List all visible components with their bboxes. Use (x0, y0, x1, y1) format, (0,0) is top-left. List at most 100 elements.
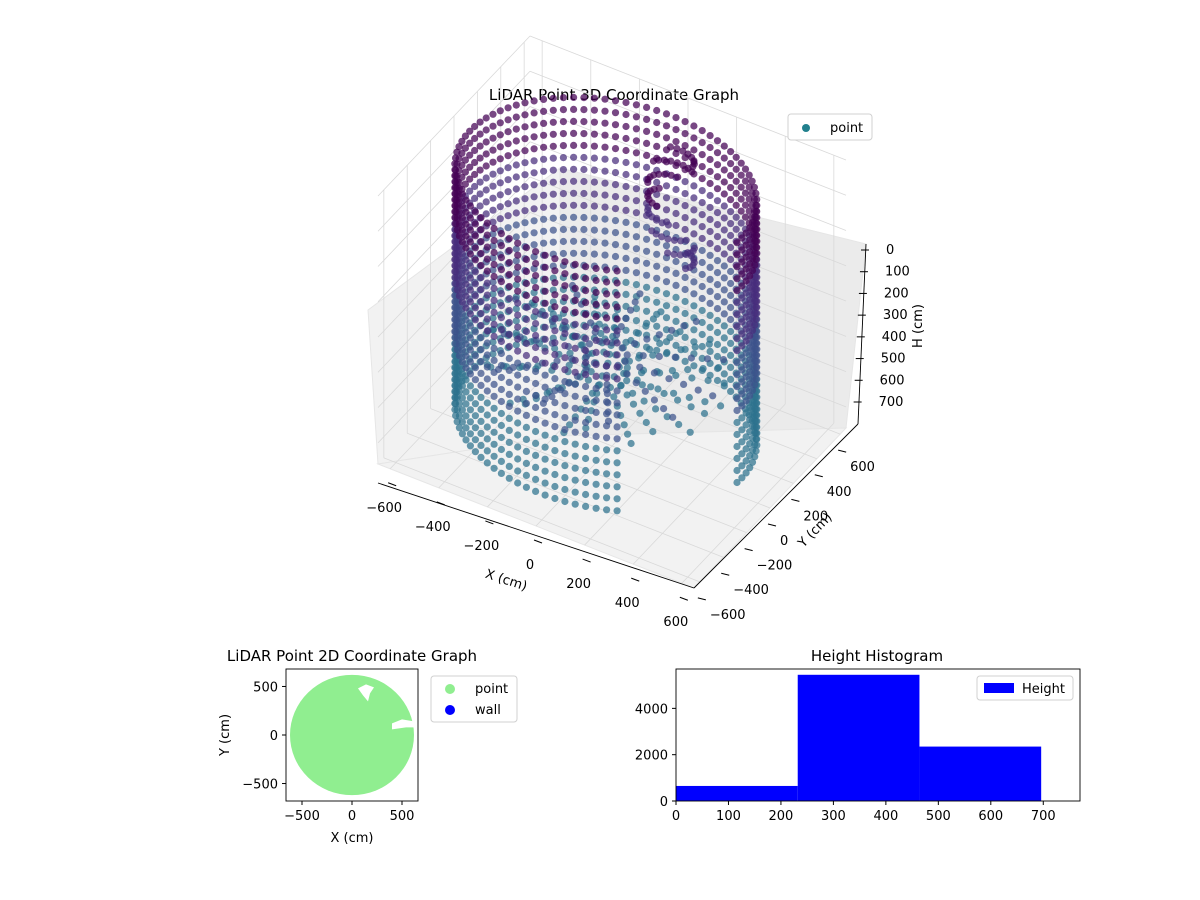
cloud-point-316 (698, 139, 706, 147)
cloud-point-1382 (453, 190, 461, 198)
cloud-point-1545 (471, 256, 479, 264)
cloud-point-455 (720, 262, 728, 270)
cloud-point-1400 (453, 406, 461, 414)
cloud-point-651 (489, 266, 497, 274)
cloud-point-977 (458, 137, 466, 145)
cloud-point-1534 (466, 394, 474, 402)
cloud-point-280 (690, 206, 698, 214)
cloud-point-1711 (522, 399, 531, 407)
y-tick-mark-2 (744, 548, 753, 552)
cloud-point-1527 (466, 310, 474, 318)
cloud-point-1889 (582, 287, 590, 295)
cloud-point-288 (690, 302, 698, 310)
cloud-point-1449 (455, 388, 463, 396)
cloud-point-1584 (477, 417, 485, 425)
cloud-point-923 (461, 132, 469, 140)
cloud-point-26 (632, 161, 641, 169)
cloud-point-1797 (551, 435, 559, 443)
cloud-point-1811 (603, 362, 611, 370)
cloud-point-727 (745, 207, 753, 215)
cloud-point-203 (672, 281, 680, 289)
cloud-point-1746 (541, 323, 549, 331)
cloud-point-643 (489, 170, 497, 178)
cloud-point-1366 (738, 390, 746, 398)
cloud-point-1447 (455, 364, 463, 372)
cloud-point-274 (690, 134, 698, 142)
cloud-point-445 (720, 142, 728, 150)
cloud-point-1033 (655, 352, 663, 361)
cloud-point-256 (559, 142, 568, 150)
cloud-point-1365 (738, 378, 746, 386)
cloud-point-201 (672, 257, 680, 266)
cloud-point-1360 (738, 318, 746, 326)
cloud-point-1519 (466, 214, 474, 222)
cloud-point-788 (748, 177, 756, 185)
hist-x-tick-label-3: 300 (821, 809, 846, 824)
cloud-point-1453 (675, 420, 683, 429)
cloud-point-1256 (746, 368, 754, 376)
z-tick-label-0: 0 (886, 243, 894, 258)
cloud-point-1321 (610, 393, 618, 401)
cloud-point-1551 (471, 328, 479, 336)
cloud-point-371 (706, 299, 714, 307)
cloud-point-93 (601, 203, 609, 211)
legend-2d-marker-point (445, 684, 455, 694)
cloud-point-1739 (532, 487, 540, 495)
cloud-point-1315 (742, 445, 750, 453)
cloud-point-171 (580, 130, 588, 138)
cloud-point-432 (521, 207, 529, 215)
cloud-point-405 (713, 197, 722, 205)
cloud-point-763 (670, 250, 678, 258)
cloud-point-195 (672, 185, 680, 194)
cloud-point-512 (666, 143, 675, 151)
cloud-point-1851 (592, 336, 600, 344)
cloud-point-470 (512, 137, 520, 145)
cloud-point-1246 (746, 248, 754, 256)
cloud-point-1306 (742, 337, 750, 345)
cloud-point-1741 (541, 263, 549, 271)
cloud-point-589 (496, 191, 504, 199)
cloud-point-912 (684, 366, 692, 374)
cloud-point-86 (601, 119, 609, 127)
cloud-point-346 (540, 215, 548, 223)
cloud-point-181 (580, 249, 588, 258)
cloud-point-1874 (571, 356, 579, 364)
cloud-point-1879 (571, 416, 579, 424)
y-tick-label-3: 0 (780, 534, 788, 549)
cloud-point-1663 (505, 318, 513, 327)
cloud-point-91 (601, 179, 609, 187)
cloud-point-36 (632, 281, 641, 289)
cloud-point-1832 (561, 354, 569, 362)
cloud-point-1257 (746, 380, 754, 388)
cloud-point-469 (512, 125, 520, 133)
cloud-point-132 (590, 166, 599, 174)
cloud-point-766 (476, 130, 484, 138)
cloud-point-645 (489, 194, 497, 202)
cloud-point-402 (713, 161, 722, 169)
cloud-point-1570 (477, 249, 485, 258)
cloud-point-28 (632, 185, 641, 193)
cloud-point-641 (489, 146, 497, 154)
point-disc-group (290, 674, 416, 796)
cloud-point-1505 (462, 400, 470, 408)
cloud-point-238 (681, 202, 689, 210)
cloud-point-1479 (458, 394, 466, 402)
cloud-point-232 (681, 130, 689, 138)
cloud-point-121 (653, 298, 661, 306)
cloud-point-1437 (455, 244, 463, 252)
cloud-point-1260 (746, 416, 754, 424)
cloud-point-1719 (532, 248, 540, 256)
cloud-point-179 (580, 225, 588, 234)
cloud-point-1095 (623, 364, 631, 372)
cloud-point-1422 (733, 418, 741, 427)
cloud-point-603 (692, 317, 700, 326)
cloud-point-584 (496, 131, 504, 139)
cloud-point-491 (727, 184, 735, 192)
cloud-point-1181 (748, 218, 757, 227)
cloud-point-552 (732, 153, 740, 161)
cloud-point-1849 (592, 312, 600, 321)
cloud-point-388 (530, 217, 538, 225)
cloud-point-1359 (738, 306, 746, 314)
cloud-point-1730 (532, 379, 540, 388)
cloud-point-106 (653, 118, 661, 127)
